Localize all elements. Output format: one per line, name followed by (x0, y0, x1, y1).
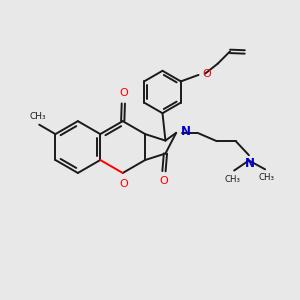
Text: O: O (119, 88, 128, 98)
Text: O: O (160, 176, 168, 187)
Text: N: N (245, 157, 255, 170)
Text: CH₃: CH₃ (30, 112, 46, 121)
Text: O: O (202, 69, 211, 79)
Text: N: N (181, 125, 191, 138)
Text: O: O (119, 179, 128, 189)
Text: CH₃: CH₃ (225, 175, 241, 184)
Text: CH₃: CH₃ (258, 173, 274, 182)
